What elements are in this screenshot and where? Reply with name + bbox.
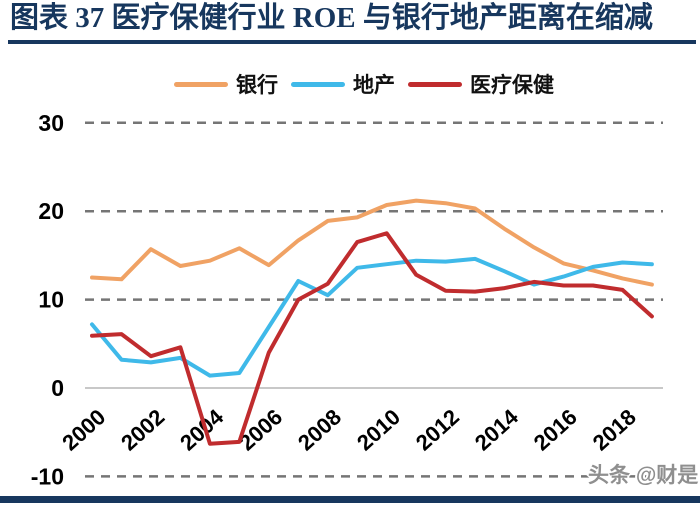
healthcare-line-series <box>90 231 654 446</box>
legend-label-realestate: 地产 <box>353 74 395 97</box>
bank-line-series <box>90 198 654 287</box>
x-axis-tick-label: 2002 <box>116 404 169 455</box>
title-underline <box>8 40 696 44</box>
figure-title: 图表 37 医疗保健行业 ROE 与银行地产距离在缩减 <box>10 2 653 34</box>
x-axis-tick-label: 2000 <box>57 404 110 455</box>
y-axis-tick-label: 0 <box>51 375 64 401</box>
x-axis-tick-label: 2014 <box>470 404 524 456</box>
realestate-legend-line <box>291 81 345 87</box>
x-axis-tick-label: 2016 <box>529 404 582 455</box>
realestate-line-series <box>90 256 654 378</box>
y-axis-tick-label: 20 <box>38 198 64 224</box>
x-axis-tick-label: 2008 <box>293 404 346 455</box>
legend-label-bank: 银行 <box>236 74 278 97</box>
y-axis-tick-label: -10 <box>31 463 64 489</box>
y-axis-tick-label: 30 <box>38 110 64 136</box>
chart-legend: 银行 地产 医疗保健 <box>0 69 700 99</box>
y-axis-tick-label: 10 <box>38 287 64 313</box>
x-axis-tick-label: 2018 <box>588 404 641 455</box>
bank-legend-line <box>174 81 228 87</box>
healthcare-legend-line <box>408 81 462 87</box>
watermark: 头条 @财是 <box>588 464 699 487</box>
legend-item-bank: 银行 <box>174 69 278 99</box>
legend-label-healthcare: 医疗保健 <box>470 74 554 97</box>
x-axis-tick-label: 2010 <box>352 404 405 455</box>
legend-item-realestate: 地产 <box>291 69 395 99</box>
legend-item-healthcare: 医疗保健 <box>408 69 554 99</box>
bottom-border-bar <box>0 496 700 503</box>
x-axis-tick-label: 2012 <box>411 404 464 455</box>
